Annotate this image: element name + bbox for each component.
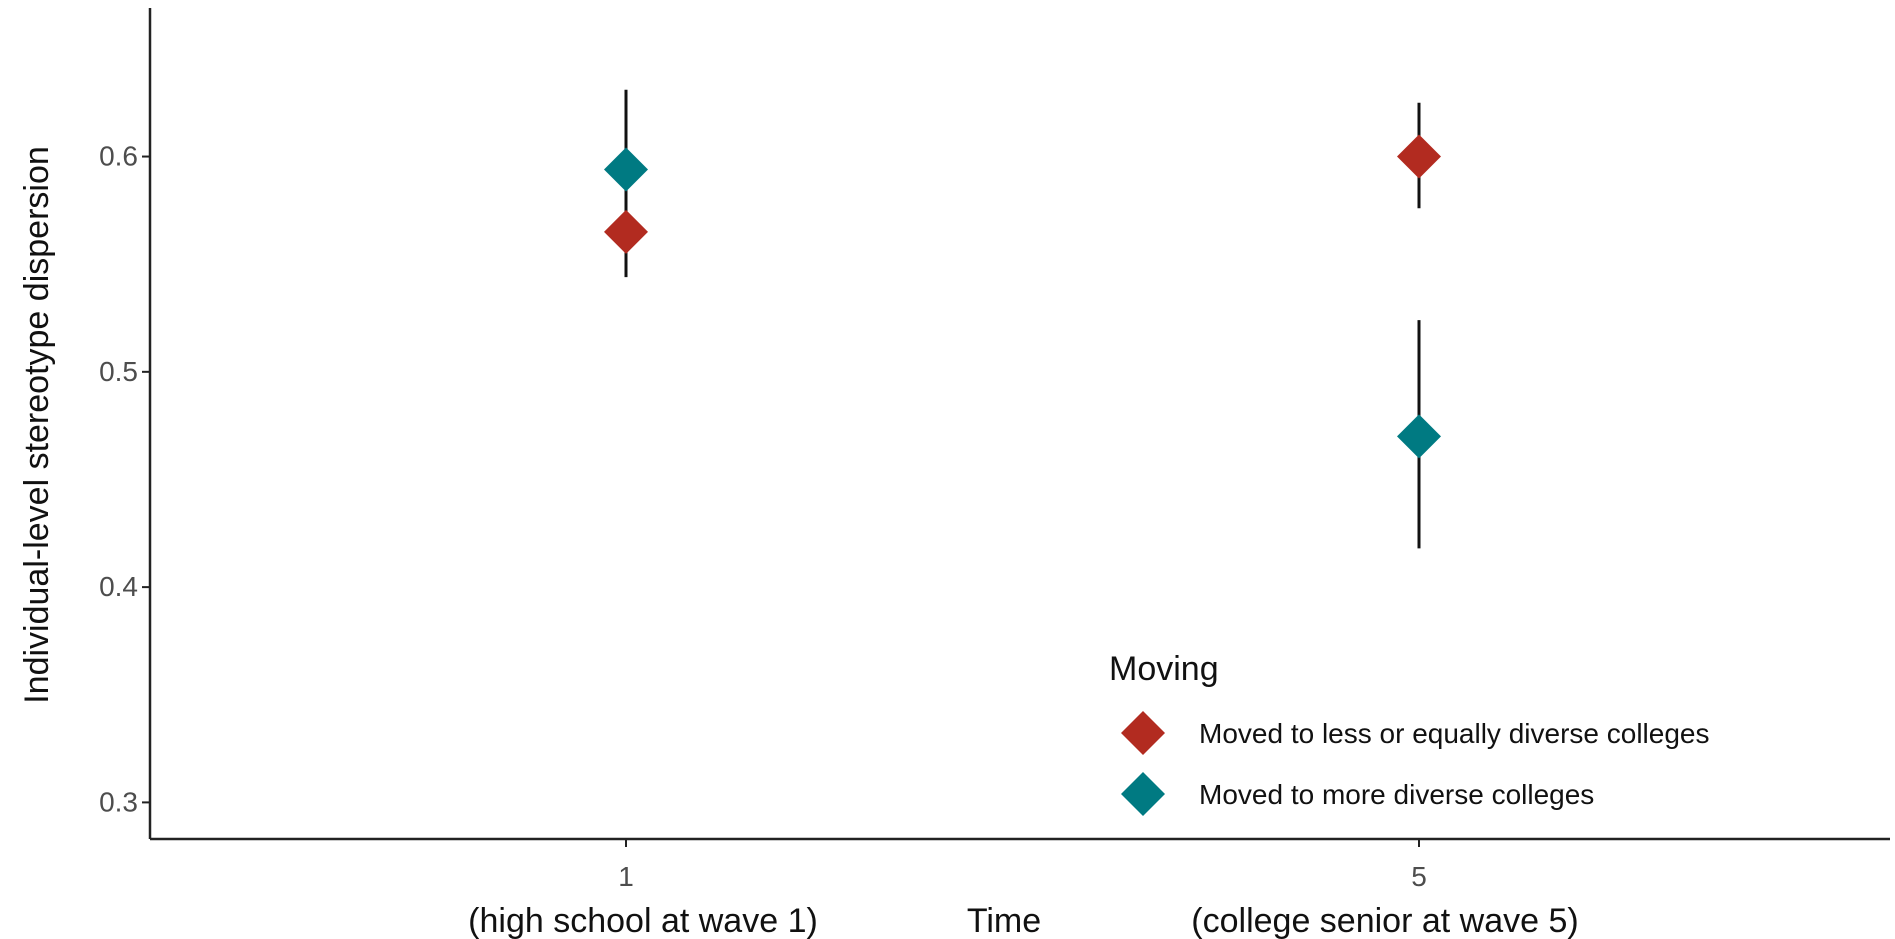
x-tick-label: 5 — [1411, 861, 1427, 892]
x-tick-label: 1 — [618, 861, 634, 892]
y-axis-ticks: 0.3 0.4 0.5 0.6 — [99, 141, 150, 817]
legend-items: Moved to less or equally diverse college… — [1121, 711, 1709, 816]
x-axis-label-right: (college senior at wave 5) — [1191, 902, 1578, 939]
y-tick-label: 0.4 — [99, 571, 138, 602]
data-point-diamond — [604, 209, 648, 254]
legend-title: Moving — [1109, 650, 1219, 688]
legend-swatch-diamond — [1121, 711, 1165, 755]
legend: Moving Moved to less or equally diverse … — [1109, 650, 1709, 816]
points-layer — [604, 134, 1441, 459]
x-axis-label-center: Time — [967, 902, 1041, 939]
y-tick-label: 0.5 — [99, 356, 138, 387]
y-tick-label: 0.3 — [99, 786, 138, 817]
legend-swatch-diamond — [1121, 772, 1165, 816]
legend-entry-label: Moved to more diverse colleges — [1199, 779, 1594, 810]
y-axis-label: Individual-level stereotype dispersion — [18, 146, 56, 704]
legend-entry-label: Moved to less or equally diverse college… — [1199, 718, 1709, 749]
data-point-diamond — [1397, 134, 1441, 179]
x-axis-label-left: (high school at wave 1) — [468, 902, 818, 939]
data-point-diamond — [1397, 414, 1441, 459]
y-tick-label: 0.6 — [99, 141, 138, 172]
data-point-diamond — [604, 147, 648, 192]
